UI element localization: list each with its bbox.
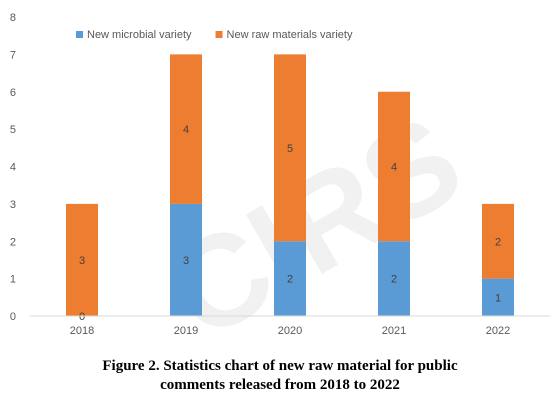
bar-segment [378, 91, 410, 242]
y-tick-label: 8 [10, 12, 16, 24]
data-label: 4 [183, 124, 189, 136]
y-tick-label: 3 [10, 199, 16, 211]
figure-caption: Figure 2. Statistics chart of new raw ma… [0, 357, 560, 395]
data-label: 2 [287, 274, 293, 286]
y-tick-label: 7 [10, 49, 16, 61]
y-axis: 0 1 2 3 4 5 6 7 8 [10, 12, 16, 323]
y-tick-label: 1 [10, 274, 16, 286]
data-label: 5 [287, 143, 293, 155]
caption-line-2: comments released from 2018 to 2022 [160, 377, 400, 393]
data-label: 1 [495, 292, 501, 304]
y-tick-label: 6 [10, 87, 16, 99]
legend-label: New raw materials variety [227, 29, 353, 41]
caption-line-1: Figure 2. Statistics chart of new raw ma… [102, 358, 458, 374]
data-label: 3 [183, 255, 189, 267]
legend-swatch [215, 31, 223, 38]
x-tick-label: 2022 [486, 325, 510, 337]
data-label: 3 [79, 255, 85, 267]
x-tick-label: 2019 [174, 325, 198, 337]
bar-segment [170, 54, 202, 204]
data-label: 4 [391, 162, 397, 174]
x-tick-label: 2020 [278, 325, 302, 337]
x-tick-label: 2021 [382, 325, 406, 337]
bar-segment [378, 241, 410, 316]
y-tick-label: 5 [10, 124, 16, 136]
bars [66, 54, 514, 316]
bar-segment [482, 203, 514, 279]
bar-segment [482, 278, 514, 316]
bar-segment [274, 241, 306, 316]
legend: New microbial variety New raw materials v… [76, 29, 353, 41]
y-tick-label: 2 [10, 236, 16, 248]
y-tick-label: 0 [10, 311, 16, 323]
legend-label: New microbial variety [87, 29, 192, 41]
y-tick-label: 4 [10, 162, 16, 174]
bar-segment [170, 203, 202, 316]
legend-swatch [76, 31, 83, 38]
x-axis: 2018 2019 2020 2021 2022 [70, 325, 510, 337]
data-label: 2 [391, 274, 397, 286]
data-labels: 0 3 3 4 2 5 2 4 1 2 [79, 124, 501, 323]
bar-segment [274, 54, 306, 242]
bar-segment [66, 203, 98, 316]
data-label: 2 [495, 236, 501, 248]
data-label: 0 [79, 311, 85, 323]
x-tick-label: 2018 [70, 325, 94, 337]
